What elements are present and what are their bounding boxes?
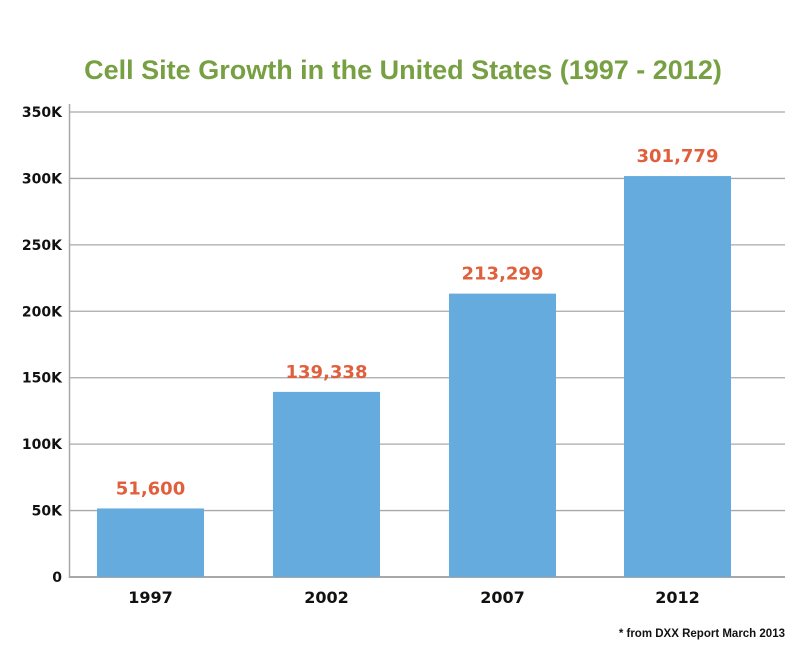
bar-2007 <box>449 293 556 577</box>
y-tick-label: 350K <box>22 105 63 121</box>
y-tick-label: 100K <box>22 437 63 453</box>
y-tick-label: 150K <box>22 371 63 387</box>
bars <box>97 176 731 577</box>
bar-1997 <box>97 508 204 577</box>
data-label: 139,338 <box>286 362 368 383</box>
x-tick-label: 2007 <box>480 588 525 607</box>
y-tick-label: 50K <box>32 504 63 520</box>
data-label: 301,779 <box>637 146 719 167</box>
data-labels: 51,600 139,338 213,299 301,779 <box>116 146 719 499</box>
y-tick-label: 250K <box>22 238 63 254</box>
y-tick-label: 300K <box>22 171 63 187</box>
y-tick-label: 0 <box>52 570 62 586</box>
bar-2002 <box>273 391 380 577</box>
x-tick-label: 2002 <box>304 588 349 607</box>
x-tick-label: 1997 <box>128 588 173 607</box>
x-axis-ticks: 1997 2002 2007 2012 <box>128 588 700 607</box>
y-axis-ticks: 0 50K 100K 150K 200K 250K 300K 350K <box>22 105 63 586</box>
bar-2012 <box>624 176 731 577</box>
chart-title: Cell Site Growth in the United States (1… <box>84 55 722 85</box>
x-tick-label: 2012 <box>655 588 700 607</box>
data-label: 213,299 <box>462 264 544 285</box>
y-tick-label: 200K <box>22 304 63 320</box>
data-label: 51,600 <box>116 478 185 499</box>
footnote: * from DXX Report March 2013 <box>619 628 785 640</box>
